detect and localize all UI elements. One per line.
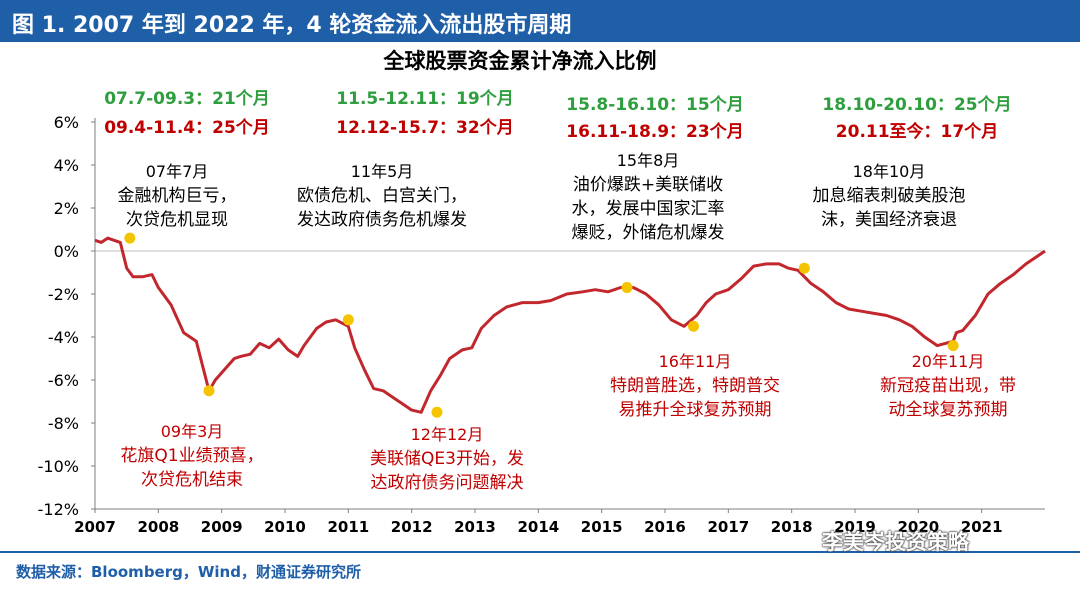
x-tick-label: 2017 (707, 518, 749, 536)
event-description-line: 次贷危机显现 (126, 210, 228, 230)
turning-point-marker (621, 282, 633, 294)
recovery-date-label: 09年3月 (161, 422, 224, 441)
turning-point-marker (947, 340, 959, 352)
recovery-description-line: 动全球复苏预期 (889, 400, 1008, 420)
recovery-description-line: 达政府债务问题解决 (371, 473, 524, 493)
x-tick-label: 2009 (201, 518, 243, 536)
cycle-inflow-label: 09.4-11.4：25个月 (104, 117, 270, 138)
event-description-line: 加息缩表刺破美股泡 (813, 186, 966, 206)
x-tick-label: 2008 (137, 518, 179, 536)
turning-point-marker (688, 320, 699, 332)
turning-point-marker (342, 314, 354, 326)
event-description-line: 沫，美国经济衰退 (821, 210, 957, 230)
x-tick-label: 2011 (327, 518, 369, 536)
cycle-inflow-label: 20.11至今：17个月 (836, 121, 998, 142)
cycle-inflow-label: 12.12-15.7：32个月 (336, 117, 513, 138)
x-tick-label: 2016 (644, 518, 686, 536)
event-date-label: 15年8月 (617, 151, 680, 170)
cycle-outflow-label: 07.7-09.3：21个月 (104, 88, 270, 109)
cycle-outflow-label: 11.5-12.11：19个月 (336, 88, 513, 109)
event-description-line: 油价爆跌+美联储收 (573, 175, 723, 195)
series-line (94, 236, 1046, 414)
recovery-description-line: 次贷危机结束 (141, 470, 243, 490)
event-description-line: 爆贬，外储危机爆发 (572, 223, 725, 243)
chart-title: 全球股票资金累计净流入比例 (383, 49, 657, 73)
y-tick-label: 2% (54, 199, 79, 218)
recovery-description-line: 美联储QE3开始，发 (370, 449, 524, 469)
y-tick-label: -4% (48, 328, 79, 347)
x-tick-label: 2007 (74, 518, 116, 536)
recovery-date-label: 16年11月 (659, 352, 732, 371)
x-tick-label: 2013 (454, 518, 496, 536)
event-date-label: 18年10月 (853, 162, 926, 181)
event-description-line: 水，发展中国家汇率 (572, 199, 725, 219)
y-tick-label: -6% (48, 371, 79, 390)
figure-title: 图 1. 2007 年到 2022 年，4 轮资金流入流出股市周期 (12, 13, 572, 38)
recovery-date-label: 20年11月 (912, 352, 985, 371)
event-description-line: 欧债危机、白宫关门， (297, 186, 467, 206)
turning-point-marker (431, 406, 443, 418)
x-tick-label: 2021 (961, 518, 1003, 536)
x-tick-label: 2012 (391, 518, 433, 536)
chart-area: 全球股票资金累计净流入比例 6% 4% 2% 0% -2% -4% -6% -8% -10% -1… (0, 42, 1080, 550)
x-tick-label: 2014 (517, 518, 559, 536)
figure-header: 图 1. 2007 年到 2022 年，4 轮资金流入流出股市周期 (0, 0, 1080, 42)
recovery-description-line: 花旗Q1业绩预喜， (120, 446, 263, 466)
x-tick-label: 2020 (897, 518, 939, 536)
event-date-label: 11年5月 (351, 162, 414, 181)
cycle-inflow-label: 16.11-18.9：23个月 (566, 121, 743, 142)
event-date-label: 07年7月 (146, 162, 209, 181)
turning-point-marker (798, 262, 810, 274)
y-tick-label: 4% (54, 156, 79, 175)
watermark-text: 李美岑投资策略 (822, 530, 969, 554)
y-tick-label: 6% (54, 113, 79, 132)
x-tick-label: 2018 (771, 518, 813, 536)
turning-point-marker (124, 232, 136, 244)
event-description-line: 金融机构巨亏， (118, 186, 237, 206)
x-tick-label: 2010 (264, 518, 306, 536)
recovery-description-line: 特朗普胜选，特朗普交 (610, 376, 780, 396)
turning-point-marker (203, 385, 215, 397)
footer-divider (0, 551, 1080, 553)
line-chart: 全球股票资金累计净流入比例 6% 4% 2% 0% -2% -4% -6% -8% -10% -1… (38, 49, 1046, 536)
x-tick-label: 2015 (581, 518, 623, 536)
recovery-description-line: 易推升全球复苏预期 (619, 400, 772, 420)
x-tick-label: 2019 (834, 518, 876, 536)
recovery-description-line: 新冠疫苗出现，带 (880, 376, 1016, 396)
cycle-outflow-label: 18.10-20.10：25个月 (822, 94, 1011, 115)
event-description-line: 发达政府债务危机爆发 (297, 210, 467, 230)
source-note: 数据来源：Bloomberg，Wind，财通证券研究所 (16, 563, 361, 581)
y-tick-label: 0% (54, 242, 79, 261)
y-tick-label: -12% (38, 500, 79, 519)
y-tick-label: -2% (48, 285, 79, 304)
cycle-outflow-label: 15.8-16.10：15个月 (566, 94, 743, 115)
y-tick-label: -10% (38, 457, 79, 476)
y-tick-label: -8% (48, 414, 79, 433)
recovery-date-label: 12年12月 (411, 425, 484, 444)
